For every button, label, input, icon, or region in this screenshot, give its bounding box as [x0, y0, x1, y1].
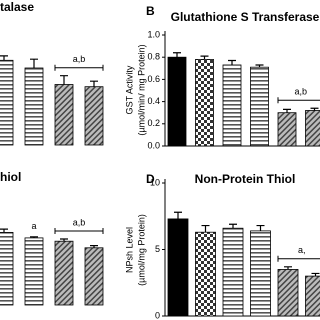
error-bar — [255, 64, 264, 68]
error-bar — [229, 223, 237, 229]
significance-bracket — [277, 255, 320, 262]
y-tick-label: 1.0 — [147, 29, 160, 39]
error-bar — [283, 108, 291, 113]
bar — [305, 275, 320, 317]
bar — [54, 84, 74, 146]
y-tick-label: 0.0 — [147, 140, 160, 150]
bar — [305, 110, 320, 147]
error-bar — [30, 236, 38, 238]
bar — [84, 86, 104, 146]
significance-label: a,b — [294, 87, 307, 97]
significance-bracket — [277, 97, 320, 104]
error-bar — [0, 55, 8, 61]
error-bar — [90, 80, 98, 87]
error-bar — [256, 224, 265, 231]
panel-title: hiol — [0, 170, 21, 184]
bar — [24, 237, 44, 306]
panel-title: talase — [0, 0, 34, 14]
panel-letter: D — [146, 172, 155, 186]
significance-label: a, — [298, 245, 306, 255]
y-tick-label: 5 — [155, 244, 160, 254]
error-bar — [60, 238, 68, 242]
bar — [24, 67, 44, 146]
y-tick-label: 10 — [150, 177, 160, 187]
y-axis-label: GST Activity — [124, 65, 134, 114]
error-bar — [30, 58, 38, 68]
error-bar — [284, 266, 292, 270]
error-bar — [310, 107, 319, 111]
bar — [167, 56, 187, 147]
significance-label: a — [31, 221, 36, 231]
panel-title: Non-Protein Thiol — [195, 172, 296, 186]
y-axis-label: (µmol/min/ mg Protein) — [136, 44, 146, 135]
error-bar — [201, 224, 210, 233]
error-bar — [174, 211, 182, 219]
y-tick-label: 0.4 — [147, 96, 160, 106]
significance-label: a,b — [73, 54, 86, 64]
significance-bracket — [54, 228, 104, 234]
y-tick-label: 0 — [155, 310, 160, 320]
bar — [222, 64, 242, 147]
error-bar — [200, 55, 209, 60]
error-bar — [173, 52, 181, 58]
bar — [277, 269, 299, 317]
error-bar — [311, 272, 320, 277]
significance-label: a,b — [73, 217, 86, 227]
bar — [167, 218, 189, 317]
bar — [0, 231, 14, 306]
panel-letter: B — [146, 4, 155, 18]
error-bar — [60, 75, 68, 85]
significance-bracket — [54, 64, 104, 71]
y-axis-label: NPsh Level — [124, 227, 134, 273]
bar — [84, 247, 104, 306]
bar — [250, 230, 271, 317]
bar — [222, 227, 244, 317]
error-bar — [90, 245, 98, 248]
panel-title: Glutathione S Transferase — [171, 10, 320, 24]
error-bar — [228, 59, 236, 65]
y-tick-label: 0.6 — [147, 74, 160, 84]
bar — [195, 231, 216, 317]
y-axis-label: (µmol/mg Protein) — [136, 214, 146, 286]
y-tick-label: 0.8 — [147, 52, 160, 62]
error-bar — [0, 228, 8, 233]
y-tick-label: 0.2 — [147, 118, 160, 128]
bar — [195, 59, 214, 147]
bar — [250, 66, 269, 147]
bar — [0, 59, 14, 146]
bar — [277, 112, 297, 147]
bar — [54, 240, 74, 306]
